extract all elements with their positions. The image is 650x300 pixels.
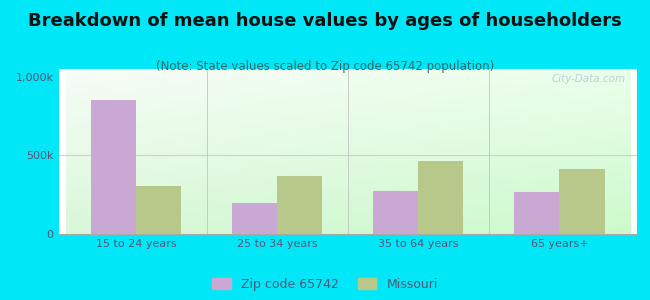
Bar [136, 186, 181, 234]
Bar [277, 176, 322, 234]
Bar [373, 191, 419, 234]
Bar [91, 100, 136, 234]
Bar [419, 161, 463, 234]
Bar [232, 202, 277, 234]
Text: (Note: State values scaled to Zip code 65742 population): (Note: State values scaled to Zip code 6… [156, 60, 494, 73]
Bar [514, 192, 560, 234]
Text: City-Data.com: City-Data.com [551, 74, 625, 84]
Text: Breakdown of mean house values by ages of householders: Breakdown of mean house values by ages o… [28, 12, 622, 30]
Bar [560, 169, 604, 234]
Legend: Zip code 65742, Missouri: Zip code 65742, Missouri [213, 278, 437, 291]
